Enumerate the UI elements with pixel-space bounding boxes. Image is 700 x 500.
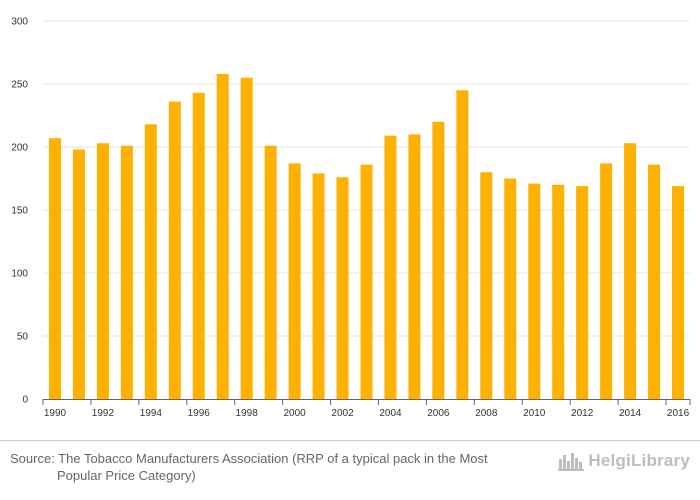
y-tick-label: 150 (11, 206, 28, 217)
bar-2002 (336, 177, 349, 399)
bar-2012 (576, 186, 589, 399)
bar-1995 (168, 101, 181, 399)
bar-chart: 0 50 100 150 200 250 300 1990 1992 1994 1996 1998 20… (11, 17, 691, 419)
bar-2001 (312, 173, 325, 399)
bar-1993 (120, 145, 133, 399)
bar-2005 (408, 134, 421, 399)
bar-2008 (480, 172, 493, 399)
x-tick-label: 2000 (283, 408, 306, 419)
x-tick-label: 1998 (236, 408, 259, 419)
bar-2010 (528, 183, 541, 399)
x-tick-label: 1992 (92, 408, 115, 419)
x-tick-label: 1996 (188, 408, 211, 419)
y-tick-label: 0 (22, 395, 28, 406)
bar-1997 (216, 73, 229, 400)
x-tick-label: 2006 (427, 408, 450, 419)
bar-2003 (360, 164, 373, 399)
x-tick-label: 2012 (571, 408, 594, 419)
chart-area: 0 50 100 150 200 250 300 1990 1992 1994 1996 1998 20… (11, 17, 691, 419)
source-line-1: Source: The Tobacco Manufacturers Associ… (10, 451, 488, 466)
bar-2011 (552, 184, 565, 399)
bar-1999 (264, 145, 277, 399)
y-tick-label: 200 (11, 143, 28, 154)
city-skyline-icon (558, 453, 585, 471)
bar-2009 (504, 178, 517, 399)
x-tick-label: 1990 (44, 408, 67, 419)
x-tick-label: 1994 (140, 408, 163, 419)
bar-1994 (144, 124, 157, 399)
x-tick-label: 2008 (475, 408, 498, 419)
bar-1998 (240, 77, 253, 399)
x-tick-label: 2002 (331, 408, 354, 419)
x-tick-label: 2016 (667, 408, 690, 419)
bar-1990 (48, 138, 61, 399)
bar-1991 (72, 149, 85, 399)
source-note: Source: The Tobacco Manufacturers Associ… (10, 450, 550, 484)
x-tick-label: 2014 (619, 408, 642, 419)
bar-2013 (600, 163, 613, 399)
logo-text: HelgiLibrary (588, 451, 690, 470)
bar-2014 (624, 143, 637, 399)
bar-2000 (288, 163, 301, 399)
bar-1992 (96, 143, 109, 399)
bar-2015 (648, 164, 661, 399)
bar-2004 (384, 135, 397, 399)
y-tick-label: 300 (11, 17, 28, 28)
y-tick-label: 100 (11, 269, 28, 280)
y-tick-label: 50 (17, 332, 29, 343)
x-tick-label: 2004 (379, 408, 402, 419)
chart-footer: Source: The Tobacco Manufacturers Associ… (0, 440, 700, 500)
bar-1996 (192, 92, 205, 399)
helgi-library-logo: HelgiLibrary (558, 451, 690, 471)
x-tick-label: 2010 (523, 408, 546, 419)
bar-2016 (672, 186, 685, 399)
bar-2007 (456, 90, 469, 400)
y-tick-label: 250 (11, 80, 28, 91)
bar-2006 (432, 121, 445, 400)
source-line-2: Popular Price Category) (57, 468, 196, 483)
